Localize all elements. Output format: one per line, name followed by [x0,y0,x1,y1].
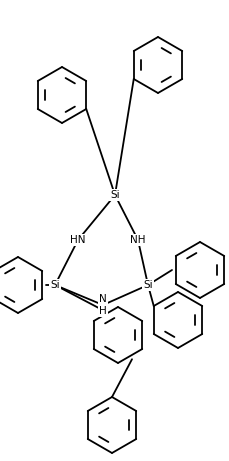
Text: Si: Si [110,190,119,200]
Text: Si: Si [143,280,152,290]
Text: NH: NH [130,235,145,245]
Text: Si: Si [50,280,60,290]
Text: N
H: N H [99,294,106,316]
Text: HN: HN [70,235,85,245]
